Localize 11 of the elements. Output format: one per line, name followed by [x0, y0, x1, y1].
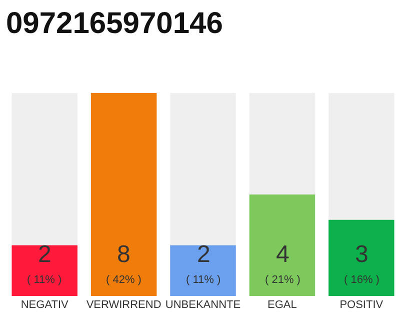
- data-label: 8 ( 42% ): [106, 241, 142, 286]
- x-tick-label: VERWIRREND: [86, 299, 162, 311]
- x-tick-label: NEGATIV: [20, 299, 69, 311]
- chart-title: 0972165970146: [6, 7, 223, 40]
- x-tick-label: EGAL: [268, 299, 297, 311]
- data-label: 2 ( 11% ): [186, 241, 221, 286]
- data-label: 2 ( 11% ): [27, 241, 62, 286]
- x-tick-label: POSITIV: [340, 299, 384, 311]
- data-label: 3 ( 16% ): [344, 241, 380, 286]
- x-tick-label: UNBEKANNTE: [165, 299, 241, 311]
- data-label: 4 ( 21% ): [265, 241, 300, 286]
